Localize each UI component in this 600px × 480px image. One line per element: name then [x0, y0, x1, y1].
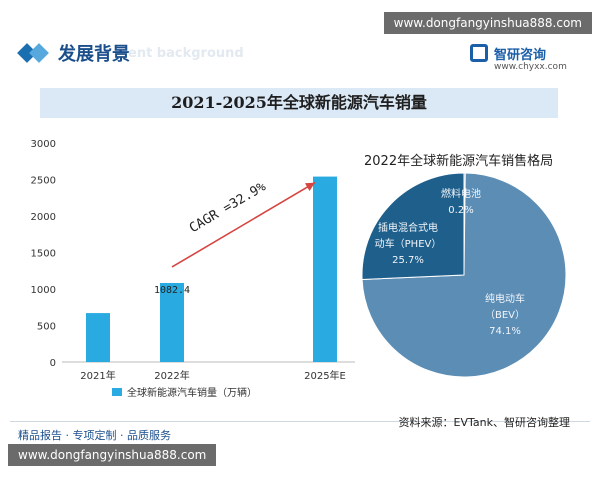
- watermark-url-bottom: www.dongfangyinshua888.com: [8, 444, 217, 466]
- pie-label-bev-value: 74.1%: [489, 326, 521, 337]
- data-source: 资料来源：EVTank、智研咨询整理: [398, 416, 570, 429]
- cagr-arrow-line: [171, 181, 316, 268]
- pie-label-bev-name: 纯电动车: [485, 292, 525, 305]
- section-bg-text: ent background: [128, 46, 244, 61]
- bar: [313, 176, 337, 362]
- section-header: 发展背景 ent background: [17, 40, 298, 66]
- y-tick-label: 1000: [31, 285, 56, 296]
- section-title: 发展背景: [58, 44, 130, 65]
- pie-label-phev-name: 插电混合式电: [378, 221, 438, 234]
- footer-tagline: 精品报告 · 专项定制 · 品质服务: [18, 429, 171, 442]
- data-label: 1082.4: [154, 285, 190, 296]
- chart-title-bar: 2021-2025年全球新能源汽车销量: [40, 88, 558, 118]
- y-tick-label: 3000: [31, 139, 56, 150]
- y-tick-label: 500: [37, 322, 56, 333]
- bar: [160, 282, 184, 362]
- x-tick-label: 2022年: [154, 369, 189, 382]
- legend-label: 全球新能源汽车销量（万辆）: [127, 386, 257, 399]
- pie-label-bev-unit: （BEV）: [485, 309, 525, 321]
- legend-swatch: [112, 388, 122, 396]
- pie-label-phev-value: 25.7%: [392, 255, 424, 266]
- x-tick-label: 2021年: [80, 369, 115, 382]
- pie-label-phev-unit: 动车（PHEV）: [375, 237, 442, 250]
- cagr-arrow-head: [304, 182, 315, 192]
- pie-label-fcev-name: 燃料电池: [441, 187, 481, 200]
- x-tick-label: 2025年E: [304, 369, 346, 382]
- logo-site: www.chyxx.com: [494, 62, 567, 72]
- logo-icon: [470, 44, 488, 62]
- logo-name: 智研咨询: [494, 48, 547, 63]
- pie-slice: [361, 172, 465, 281]
- y-tick-label: 2000: [31, 212, 56, 223]
- y-tick-label: 2500: [31, 176, 56, 187]
- cagr-annotation: CAGR =32.9%: [187, 179, 269, 236]
- watermark-url-top: www.dongfangyinshua888.com: [383, 12, 592, 34]
- y-tick-label: 0: [50, 358, 56, 369]
- pie-label-fcev-value: 0.2%: [448, 205, 473, 216]
- bar: [86, 313, 110, 362]
- y-tick-label: 1500: [31, 249, 56, 260]
- pie-chart-title: 2022年全球新能源汽车销售格局: [364, 154, 554, 169]
- chart-title: 2021-2025年全球新能源汽车销量: [171, 93, 427, 112]
- logo: 智研咨询 www.chyxx.com: [470, 44, 580, 74]
- footer-divider: [10, 421, 590, 422]
